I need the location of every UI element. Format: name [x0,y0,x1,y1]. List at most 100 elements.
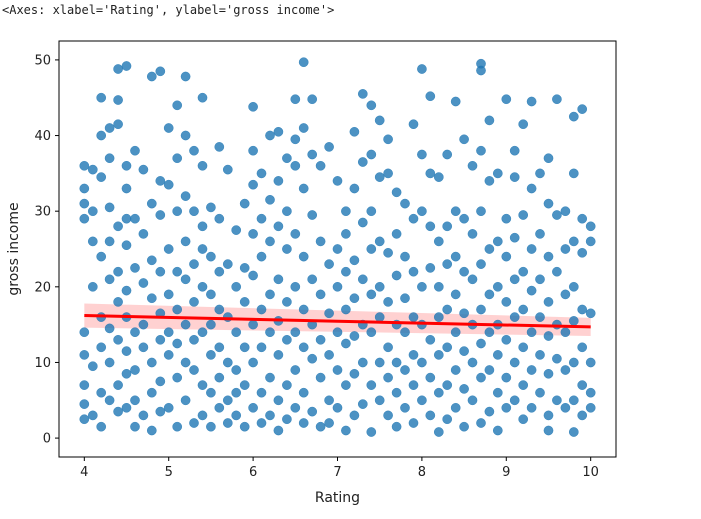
scatter-point [163,123,174,133]
scatter-point [543,368,554,379]
scatter-point [256,251,267,262]
scatter-point [391,270,402,281]
scatter-point [501,213,512,224]
scatter-point [121,346,132,356]
scatter-point [518,414,529,425]
scatter-point [87,164,98,175]
scatter-point [509,274,520,285]
scatter-point [357,157,368,167]
scatter-point [197,410,208,421]
scatter-point [357,399,368,409]
scatter-point [189,418,199,428]
scatter-point [239,421,250,432]
scatter-point [163,327,174,338]
scatter-point [417,281,427,292]
scatter-point [324,350,334,360]
scatter-point [417,149,427,160]
scatter-point [189,297,199,307]
scatter-point [518,304,529,315]
scatter-point [509,395,520,406]
scatter-point [104,236,115,247]
scatter-point [417,357,427,368]
scatter-point [560,289,571,300]
scatter-point [577,342,588,353]
scatter-point [87,236,98,247]
scatter-point [87,281,98,292]
scatter-point [467,229,478,239]
scatter-point [400,198,410,209]
scatter-point [265,410,275,421]
scatter-point [138,410,149,421]
scatter-point [172,153,183,164]
scatter-point [180,236,191,247]
scatter-point [248,357,258,368]
scatter-point [357,217,368,228]
scatter-point [290,94,301,105]
scatter-point [315,289,326,300]
scatter-point [366,380,377,390]
scatter-point [87,206,98,217]
scatter-point [383,410,393,421]
scatter-point [442,259,453,269]
scatter-point [180,319,191,330]
scatter-point [248,319,258,330]
scatter-point [231,225,242,235]
scatter-point [282,206,292,217]
scatter-point [341,380,351,390]
scatter-point [104,323,115,334]
scatter-point [349,183,360,194]
scatter-point [130,421,140,432]
scatter-point [492,387,503,398]
scatter-point [484,115,495,126]
scatter-point [433,427,444,437]
scatter-point [535,168,545,179]
scatter-point [172,266,183,277]
scatter-point [172,304,183,315]
y-tick-label: 10 [34,356,51,371]
scatter-point [492,236,503,247]
scatter-point [79,183,90,194]
scatter-point [248,270,258,281]
scatter-point [163,289,174,300]
scatter-point [568,281,579,292]
scatter-point [543,425,554,436]
scatter-point [307,353,318,364]
scatter-point [130,365,140,375]
scatter-point [349,331,360,341]
scatter-point [315,236,326,247]
scatter-point [501,402,512,413]
scatter-point [180,395,191,406]
scatter-point [172,338,183,349]
scatter-point [214,342,225,353]
scatter-point [526,183,537,194]
scatter-point [492,425,503,436]
scatter-point [315,421,326,432]
scatter-point [155,176,166,186]
scatter-point [442,342,453,353]
points-layer [79,57,596,437]
scatter-point [568,316,579,326]
scatter-point [417,206,427,217]
scatter-point [96,251,107,262]
scatter-point [256,387,267,398]
scatter-point [265,194,275,205]
scatter-point [341,338,351,349]
scatter-point [543,198,554,209]
scatter-point [425,372,436,383]
scatter-point [408,119,419,130]
scatter-point [290,229,301,239]
x-tick-label: 6 [249,465,257,480]
scatter-point [484,176,495,186]
scatter-point [552,353,562,364]
scatter-point [425,334,436,345]
scatter-point [239,198,250,209]
scatter-point [189,365,199,375]
scatter-point [206,421,216,432]
scatter-point [467,357,478,368]
x-ticks: 4 5 6 7 8 9 10 [80,457,599,480]
scatter-point [357,89,368,99]
scatter-point [391,357,402,368]
scatter-point [222,259,233,269]
scatter-point [543,410,554,421]
scatter-point [121,368,132,379]
